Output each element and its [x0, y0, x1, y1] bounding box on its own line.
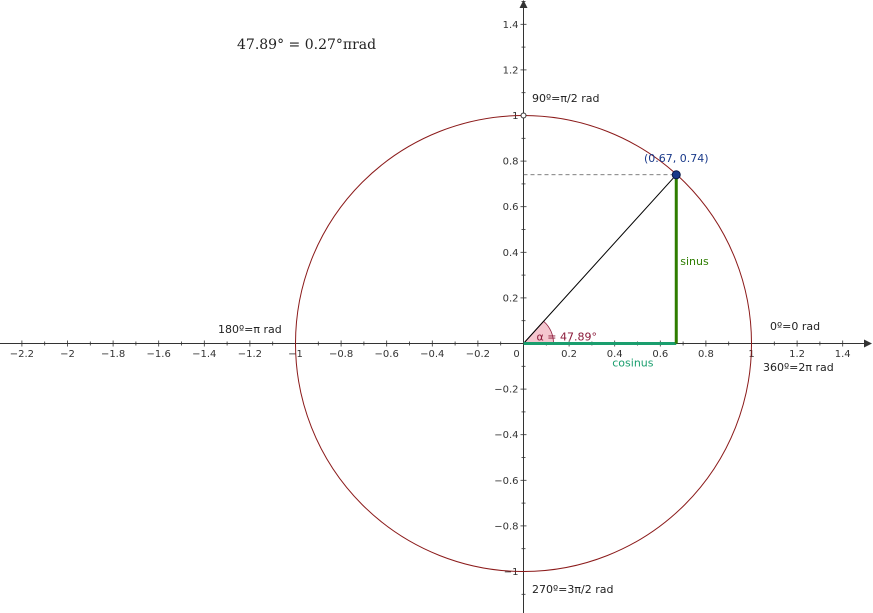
point-on-circle[interactable]	[672, 171, 680, 179]
x-tick-label: 0	[513, 349, 519, 360]
label-90-degrees: 90º=π/2 rad	[532, 92, 599, 105]
y-tick-label: 0.8	[503, 157, 519, 168]
x-tick-label: 0.6	[652, 349, 668, 360]
x-tick-label: −0.6	[375, 349, 399, 360]
x-tick-label: 0.8	[698, 349, 714, 360]
x-tick-label: −0.8	[329, 349, 353, 360]
label-360-degrees: 360º=2π rad	[763, 361, 834, 374]
label-0-degrees: 0º=0 rad	[770, 320, 820, 333]
x-tick-label: −1.8	[101, 349, 125, 360]
tick-marks	[0, 2, 866, 595]
x-tick-label: 1.2	[789, 349, 805, 360]
y-tick-label: 0.4	[503, 248, 519, 259]
label-180-degrees: 180º=π rad	[218, 323, 282, 336]
x-tick-label: −2	[60, 349, 75, 360]
y-tick-label: 1.2	[503, 65, 519, 76]
point-coordinate-label: (0.67, 0.74)	[644, 152, 709, 165]
angle-value-label: α = 47.89°	[537, 331, 597, 344]
x-tick-label: −1.4	[192, 349, 216, 360]
radius-segment[interactable]	[524, 175, 677, 344]
y-tick-label: 0.6	[503, 202, 519, 213]
y-tick-labels: −1 −0.8 −0.6 −0.4 −0.2 0.2 0.4 0.6 0.8 1 1.2 1.4	[494, 20, 518, 578]
point-on-y-axis[interactable]	[521, 113, 526, 118]
x-tick-label: −1.2	[238, 349, 262, 360]
y-tick-label: 0.2	[503, 293, 519, 304]
x-tick-label: 0.2	[561, 349, 577, 360]
y-tick-label: −0.4	[494, 430, 518, 441]
y-tick-label: 1.4	[503, 20, 519, 31]
x-tick-label: −0.4	[420, 349, 444, 360]
x-tick-label: 1.4	[835, 349, 851, 360]
label-270-degrees: 270º=3π/2 rad	[532, 583, 613, 596]
y-tick-label: −0.8	[494, 521, 518, 532]
x-tick-label: −2.2	[10, 349, 34, 360]
conversion-heading: 47.89° = 0.27°πrad	[237, 37, 376, 53]
cosinus-label: cosinus	[612, 357, 654, 370]
y-tick-label: −0.6	[494, 476, 518, 487]
y-tick-label: −1	[504, 567, 519, 578]
x-tick-label: −0.2	[466, 349, 490, 360]
sinus-label: sinus	[680, 255, 709, 268]
x-tick-labels: −2.2 −2 −1.8 −1.6 −1.4 −1.2 −1 −0.8 −0.6 −0.4 −0.2…	[10, 349, 851, 360]
x-tick-label: −1.6	[147, 349, 171, 360]
y-tick-label: 1	[512, 111, 518, 122]
y-tick-label: −0.2	[494, 385, 518, 396]
